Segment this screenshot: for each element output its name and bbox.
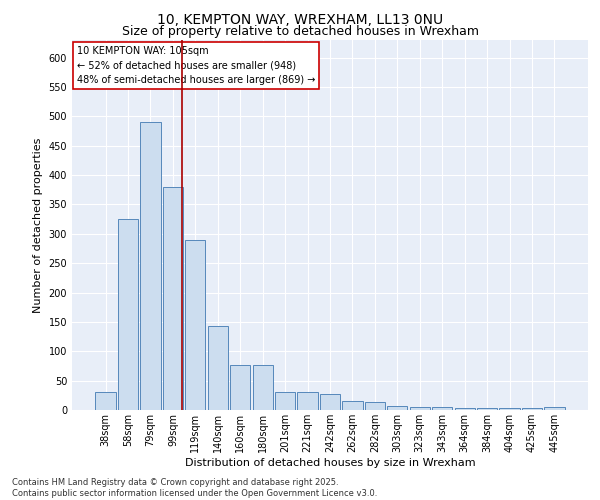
Bar <box>499 408 520 410</box>
Text: Contains HM Land Registry data © Crown copyright and database right 2025.
Contai: Contains HM Land Registry data © Crown c… <box>12 478 377 498</box>
Bar <box>275 392 295 410</box>
Bar <box>208 326 228 410</box>
Y-axis label: Number of detached properties: Number of detached properties <box>33 138 43 312</box>
Bar <box>365 402 385 410</box>
Bar <box>455 408 475 410</box>
Bar <box>163 187 183 410</box>
Text: 10, KEMPTON WAY, WREXHAM, LL13 0NU: 10, KEMPTON WAY, WREXHAM, LL13 0NU <box>157 12 443 26</box>
Text: Size of property relative to detached houses in Wrexham: Size of property relative to detached ho… <box>121 25 479 38</box>
Bar <box>185 240 205 410</box>
Bar <box>522 408 542 410</box>
Bar <box>432 407 452 410</box>
Bar <box>320 394 340 410</box>
Bar <box>230 366 250 410</box>
Text: 10 KEMPTON WAY: 105sqm
← 52% of detached houses are smaller (948)
48% of semi-de: 10 KEMPTON WAY: 105sqm ← 52% of detached… <box>77 46 316 85</box>
Bar <box>477 408 497 410</box>
Bar <box>140 122 161 410</box>
Bar <box>343 400 362 410</box>
Bar <box>118 219 138 410</box>
X-axis label: Distribution of detached houses by size in Wrexham: Distribution of detached houses by size … <box>185 458 475 468</box>
Bar <box>95 392 116 410</box>
Bar <box>253 366 273 410</box>
Bar <box>410 407 430 410</box>
Bar <box>387 406 407 410</box>
Bar <box>544 407 565 410</box>
Bar <box>298 392 317 410</box>
